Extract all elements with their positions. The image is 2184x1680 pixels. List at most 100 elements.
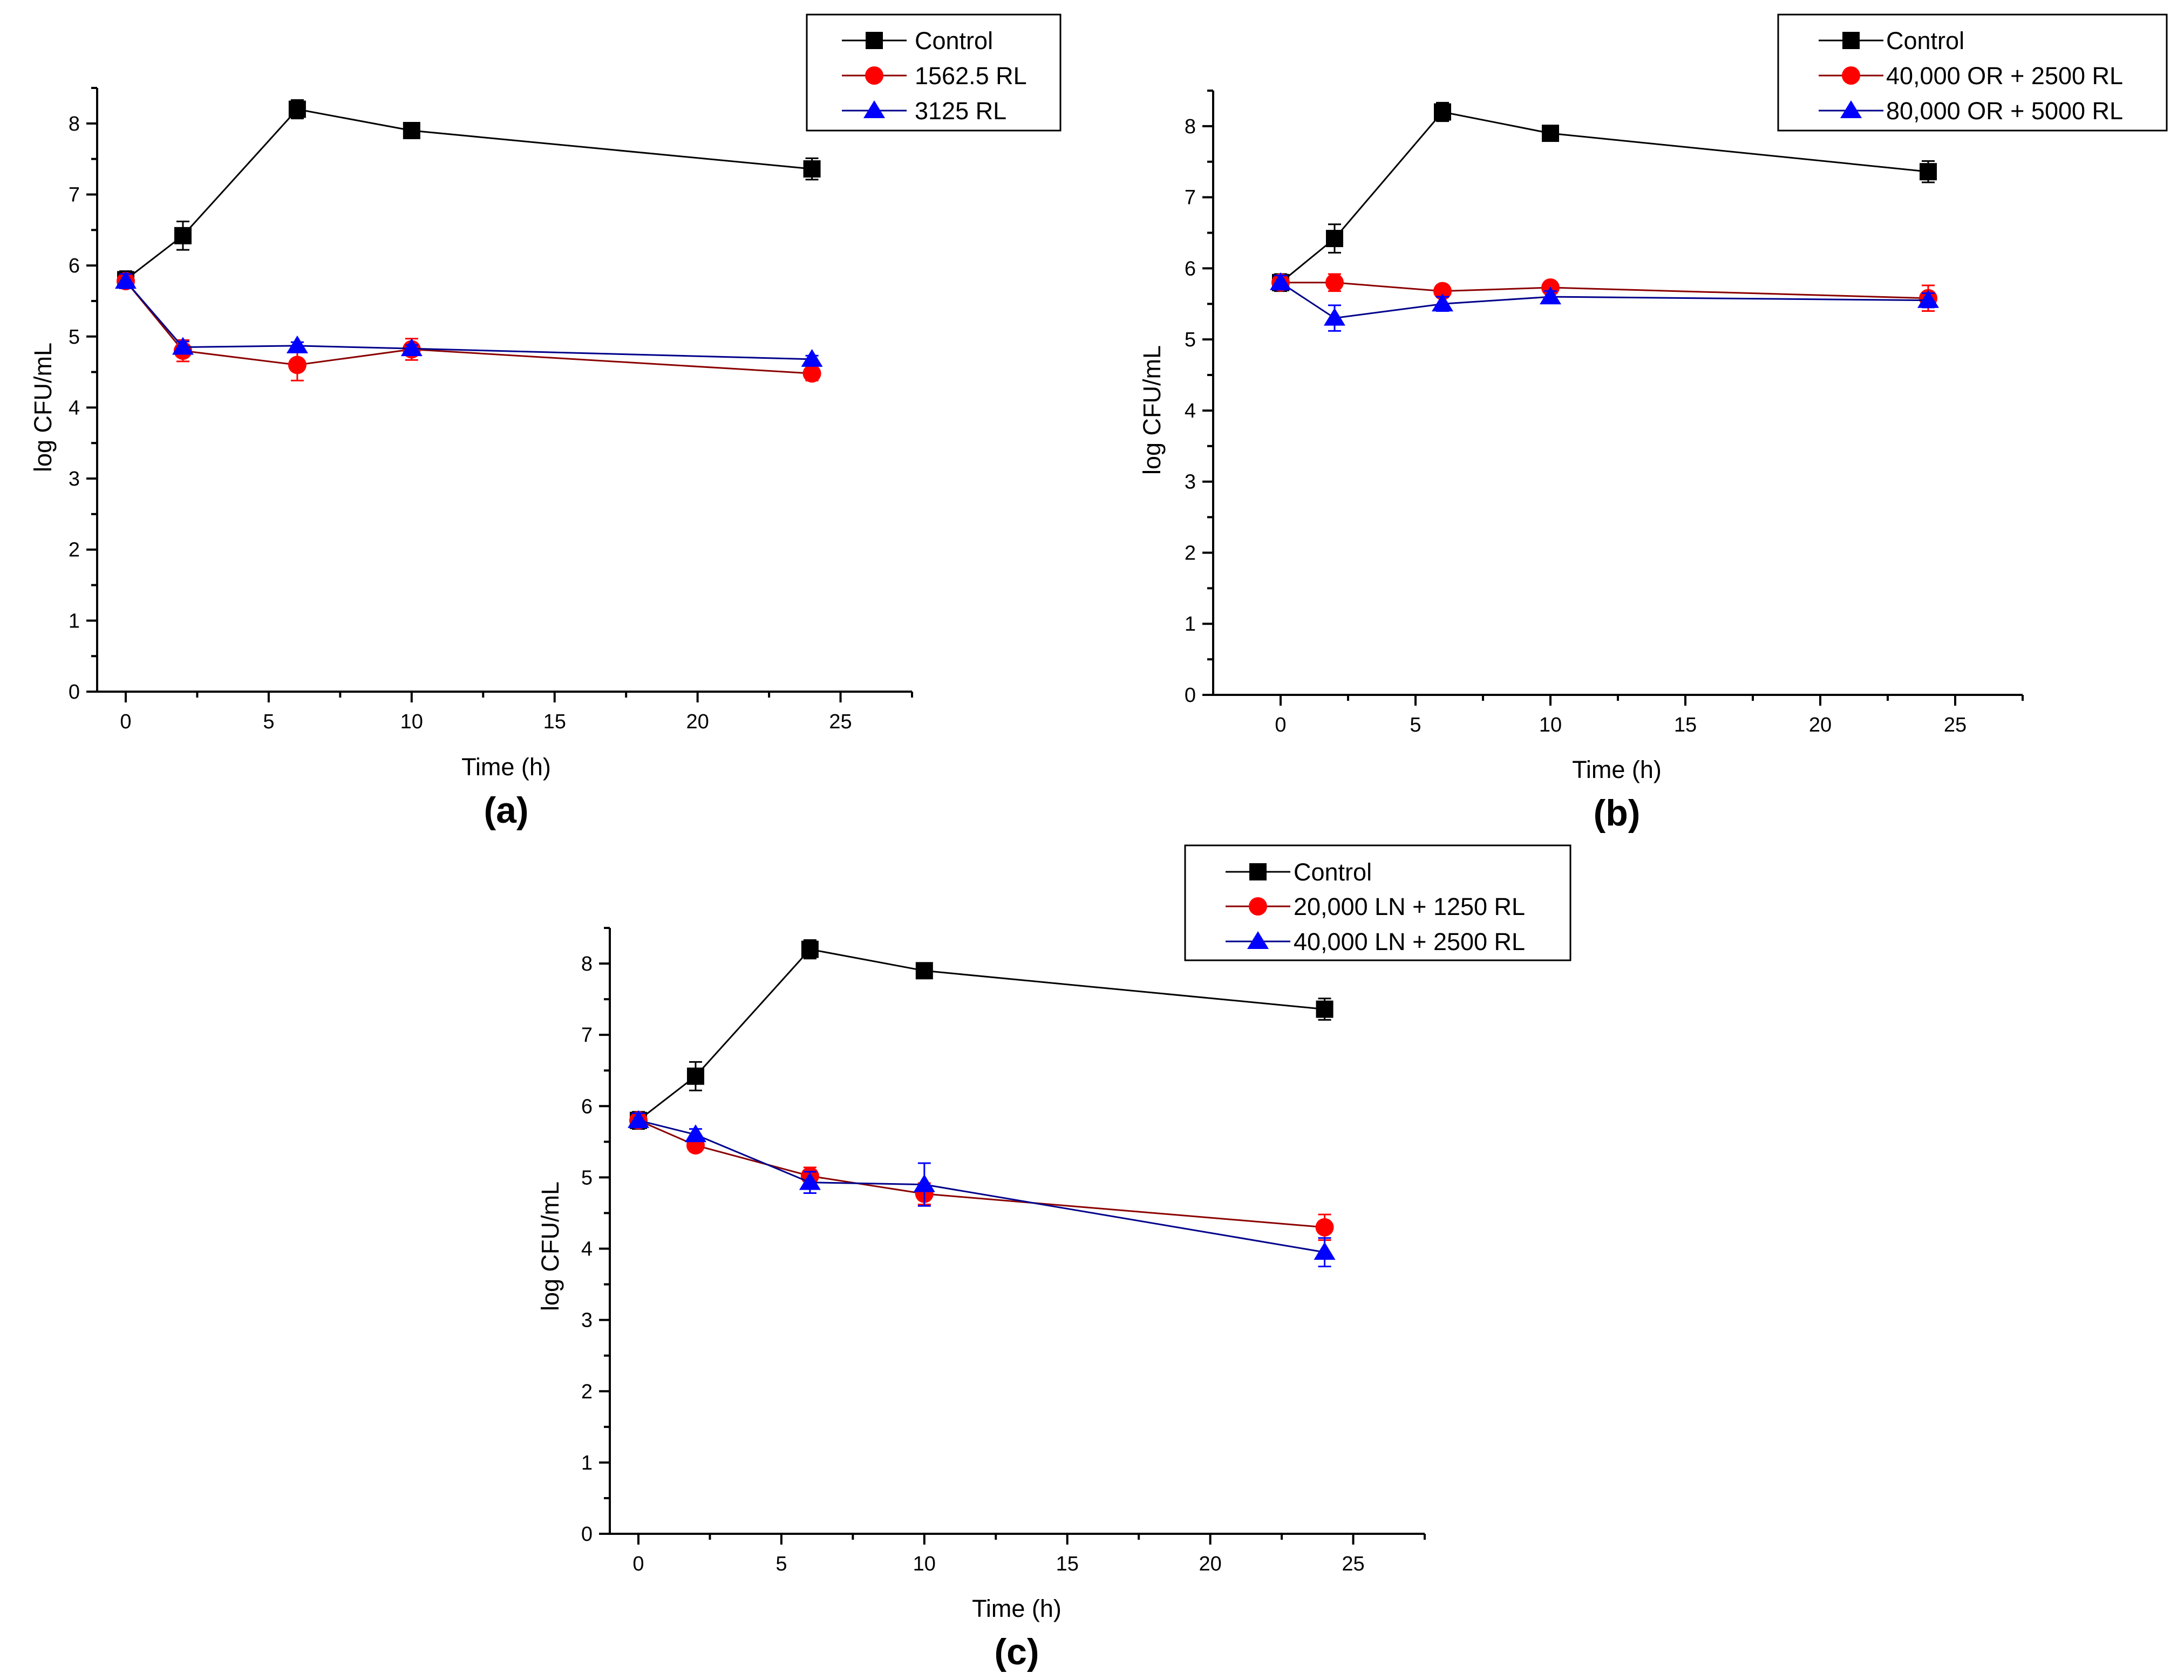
panel-b-label: (b) [1594,793,1641,834]
legend-marker-control [1842,32,1860,49]
series-3125-rl [114,271,823,367]
panel-a: 0 5 10 15 20 25 0 1 2 3 4 5 6 7 8 Control 1562.5 RL 31… [29,13,1062,831]
x-tick-label: 25 [1944,714,1967,736]
data-point-3125-rl [400,338,423,357]
x-tick-label: 15 [543,711,566,733]
y-tick-label: 5 [581,1166,593,1189]
series-line-40-000-ln-2500-rl [638,1119,1325,1253]
panel-b-legend: Control 40,000 OR + 2500 RL 80,000 OR + … [1777,13,2168,132]
panel-a-plot: 0 5 10 15 20 25 0 1 2 3 4 5 6 7 8 [69,87,913,733]
y-tick-label: 7 [581,1024,593,1047]
legend-marker-control [866,32,883,49]
x-tick-label: 20 [1809,714,1832,736]
y-tick-label: 8 [1185,115,1196,138]
legend-marker-40000-ln [1247,931,1269,949]
data-point-40-000-ln-2500-rl [1314,1242,1336,1260]
data-point-control [686,1067,704,1085]
legend-label-40000-ln: 40,000 LN + 2500 RL [1294,928,1525,955]
y-tick-label: 0 [581,1523,593,1546]
y-tick-label: 7 [1185,187,1196,209]
data-point-control [1434,103,1451,121]
data-point-80-000-or-5000-rl [1917,290,1939,308]
series-40-000-ln-2500-rl [627,1110,1336,1268]
data-point-control [801,940,819,958]
data-point-1562-5-rl [288,356,307,374]
data-point-40-000-or-2500-rl [1433,282,1452,301]
legend-label-control: Control [1886,27,1964,54]
x-tick-label: 0 [120,711,131,733]
legend-label-20000-ln: 20,000 LN + 1250 RL [1294,893,1525,920]
data-point-3125-rl [801,349,823,367]
series-40-000-or-2500-rl [1271,273,1937,312]
y-tick-label: 5 [1185,329,1196,351]
data-point-40-000-ln-2500-rl [627,1110,649,1128]
series-line-80-000-or-5000-rl [1280,282,1929,319]
y-tick-label: 6 [581,1095,593,1118]
y-tick-label: 4 [69,397,80,419]
data-point-control [1542,125,1559,142]
data-point-80-000-or-5000-rl [1432,293,1453,312]
panel-c-plot: 0 5 10 15 20 25 0 1 2 3 4 5 6 7 8 [581,927,1426,1575]
data-point-control [1316,1000,1333,1018]
legend-label-3125-rl: 3125 RL [915,97,1006,125]
y-tick-label: 6 [69,255,80,277]
series-line-40-000-or-2500-rl [1281,282,1929,299]
series-line-control [1280,111,1929,283]
data-point-40-000-ln-2500-rl [799,1172,821,1190]
panel-c: 0 5 10 15 20 25 0 1 2 3 4 5 6 7 8 Control 20,000 LN + … [536,844,1571,1672]
y-tick-label: 3 [1185,471,1196,494]
data-point-control [803,160,821,178]
series-line-control [125,108,812,281]
data-point-80-000-or-5000-rl [1270,272,1291,290]
legend-marker-3125-rl [863,100,885,118]
data-point-control [1920,163,1937,181]
legend-label-control: Control [1294,858,1372,886]
x-tick-label: 5 [1410,714,1421,736]
panel-c-x-axis-title: Time (h) [972,1595,1062,1622]
x-tick-label: 0 [632,1553,644,1575]
data-point-3125-rl [172,337,194,355]
x-tick-label: 25 [1342,1553,1364,1575]
series-control [629,939,1333,1130]
data-point-control [1326,230,1343,248]
x-tick-label: 10 [1539,714,1562,736]
series-80-000-or-5000-rl [1270,272,1939,332]
y-tick-label: 8 [69,113,80,135]
x-tick-label: 15 [1674,714,1697,736]
legend-label-40000-or: 40,000 OR + 2500 RL [1886,62,2123,90]
x-tick-label: 0 [1275,714,1286,736]
y-tick-label: 3 [69,468,80,490]
y-tick-label: 2 [69,539,80,562]
x-tick-label: 5 [775,1553,787,1575]
series-line-1562-5-rl [125,281,812,374]
x-tick-label: 25 [829,711,852,733]
y-tick-label: 6 [1185,257,1196,280]
panel-b-y-axis-title: log CFU/mL [1138,345,1166,475]
data-point-3125-rl [286,335,308,353]
panel-b: 0 5 10 15 20 25 0 1 2 3 4 5 6 7 8 Control 40,000 OR + … [1138,13,2168,834]
data-point-1562-5-rl [802,364,821,383]
data-point-40-000-ln-2500-rl [913,1174,935,1192]
series-20-000-ln-1250-rl [629,1111,1334,1241]
x-tick-label: 10 [400,711,423,733]
x-tick-label: 20 [686,711,709,733]
series-line-3125-rl [125,281,812,360]
series-line-control [638,948,1325,1121]
series-line-20-000-ln-1250-rl [638,1119,1325,1228]
legend-label-80000-or: 80,000 OR + 5000 RL [1886,97,2123,125]
y-tick-label: 7 [69,183,80,206]
data-point-80-000-or-5000-rl [1540,286,1561,305]
data-point-3125-rl [114,271,137,289]
x-tick-label: 20 [1199,1553,1221,1575]
y-tick-label: 4 [1185,400,1196,422]
data-point-control [288,100,306,118]
series-control [117,99,821,289]
panel-b-x-axis-title: Time (h) [1572,756,1662,783]
data-point-40-000-ln-2500-rl [684,1124,706,1143]
data-point-control [403,121,420,139]
legend-marker-control [1249,863,1267,880]
legend-label-control: Control [915,27,993,54]
data-point-control [174,227,192,244]
y-tick-label: 4 [581,1238,593,1261]
